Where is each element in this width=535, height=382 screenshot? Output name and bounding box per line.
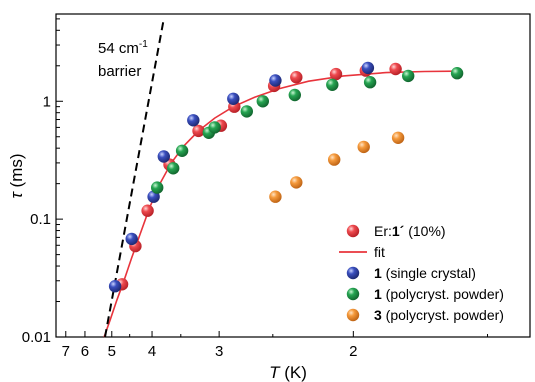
legend-entry-4: 3 (polycryst. powder): [374, 307, 504, 323]
legend-marker: [346, 308, 360, 322]
data-point-series-3: [167, 162, 180, 175]
data-point-series-2: [125, 232, 138, 246]
data-series: [103, 18, 464, 338]
legend-entry-2: 1 (single crystal): [374, 265, 476, 281]
data-point-series-3: [151, 181, 164, 194]
legend-marker: [346, 266, 360, 280]
barrier-annotation-line1: 54 cm-1: [98, 39, 148, 57]
legend-entry-3: 1 (polycryst. powder): [374, 286, 504, 302]
y-axis-label: τ (ms): [7, 153, 26, 198]
data-point-series-4: [269, 190, 282, 203]
data-point-series-3: [208, 121, 221, 134]
data-point-series-2: [187, 114, 200, 127]
data-point-series-3: [363, 76, 377, 89]
data-point-series-3: [402, 69, 415, 83]
legend: Er:1´ (10%) fit 1 (single crystal) 1 (polyc…: [339, 223, 504, 323]
barrier-annotation-line2: barrier: [98, 63, 141, 80]
x-tick-label: 2: [349, 343, 357, 360]
x-axis-label: T (K): [269, 363, 307, 382]
legend-entry-1: fit: [374, 244, 385, 260]
data-point-series-4: [290, 176, 303, 189]
data-point-series-3: [256, 95, 269, 108]
data-point-series-0: [192, 124, 205, 138]
data-point-series-3: [450, 67, 464, 80]
data-point-series-4: [357, 140, 370, 154]
x-tick-label: 6: [81, 343, 89, 360]
y-tick-label: 1: [43, 93, 51, 110]
legend-entry-0: Er:1´ (10%): [374, 223, 446, 239]
data-point-series-3: [240, 105, 253, 118]
data-point-series-4: [328, 153, 341, 166]
data-point-series-0: [389, 62, 402, 76]
x-tick-label: 7: [62, 343, 70, 360]
x-tick-label: 4: [148, 343, 156, 360]
data-point-series-2: [361, 61, 375, 75]
legend-marker: [346, 287, 360, 301]
data-point-series-0: [329, 67, 343, 81]
y-tick-label: 0.01: [22, 329, 51, 346]
plot-area: [55, 13, 531, 338]
data-point-series-2: [269, 74, 282, 87]
data-point-series-3: [326, 78, 339, 92]
y-tick-label: 0.1: [30, 211, 51, 228]
data-point-series-3: [175, 144, 189, 157]
y-axis-ticks: 0.01 0.1 1: [22, 18, 63, 346]
data-point-series-4: [391, 131, 405, 144]
data-point-series-0: [290, 71, 303, 84]
data-point-series-0: [141, 204, 154, 217]
data-point-series-2: [157, 150, 170, 163]
x-tick-label: 5: [108, 343, 116, 360]
x-tick-label: 3: [215, 343, 223, 360]
legend-marker: [346, 224, 360, 238]
plot-frame: [55, 13, 531, 338]
data-point-series-2: [108, 280, 122, 293]
data-point-series-2: [227, 92, 240, 106]
data-point-series-3: [288, 88, 301, 102]
